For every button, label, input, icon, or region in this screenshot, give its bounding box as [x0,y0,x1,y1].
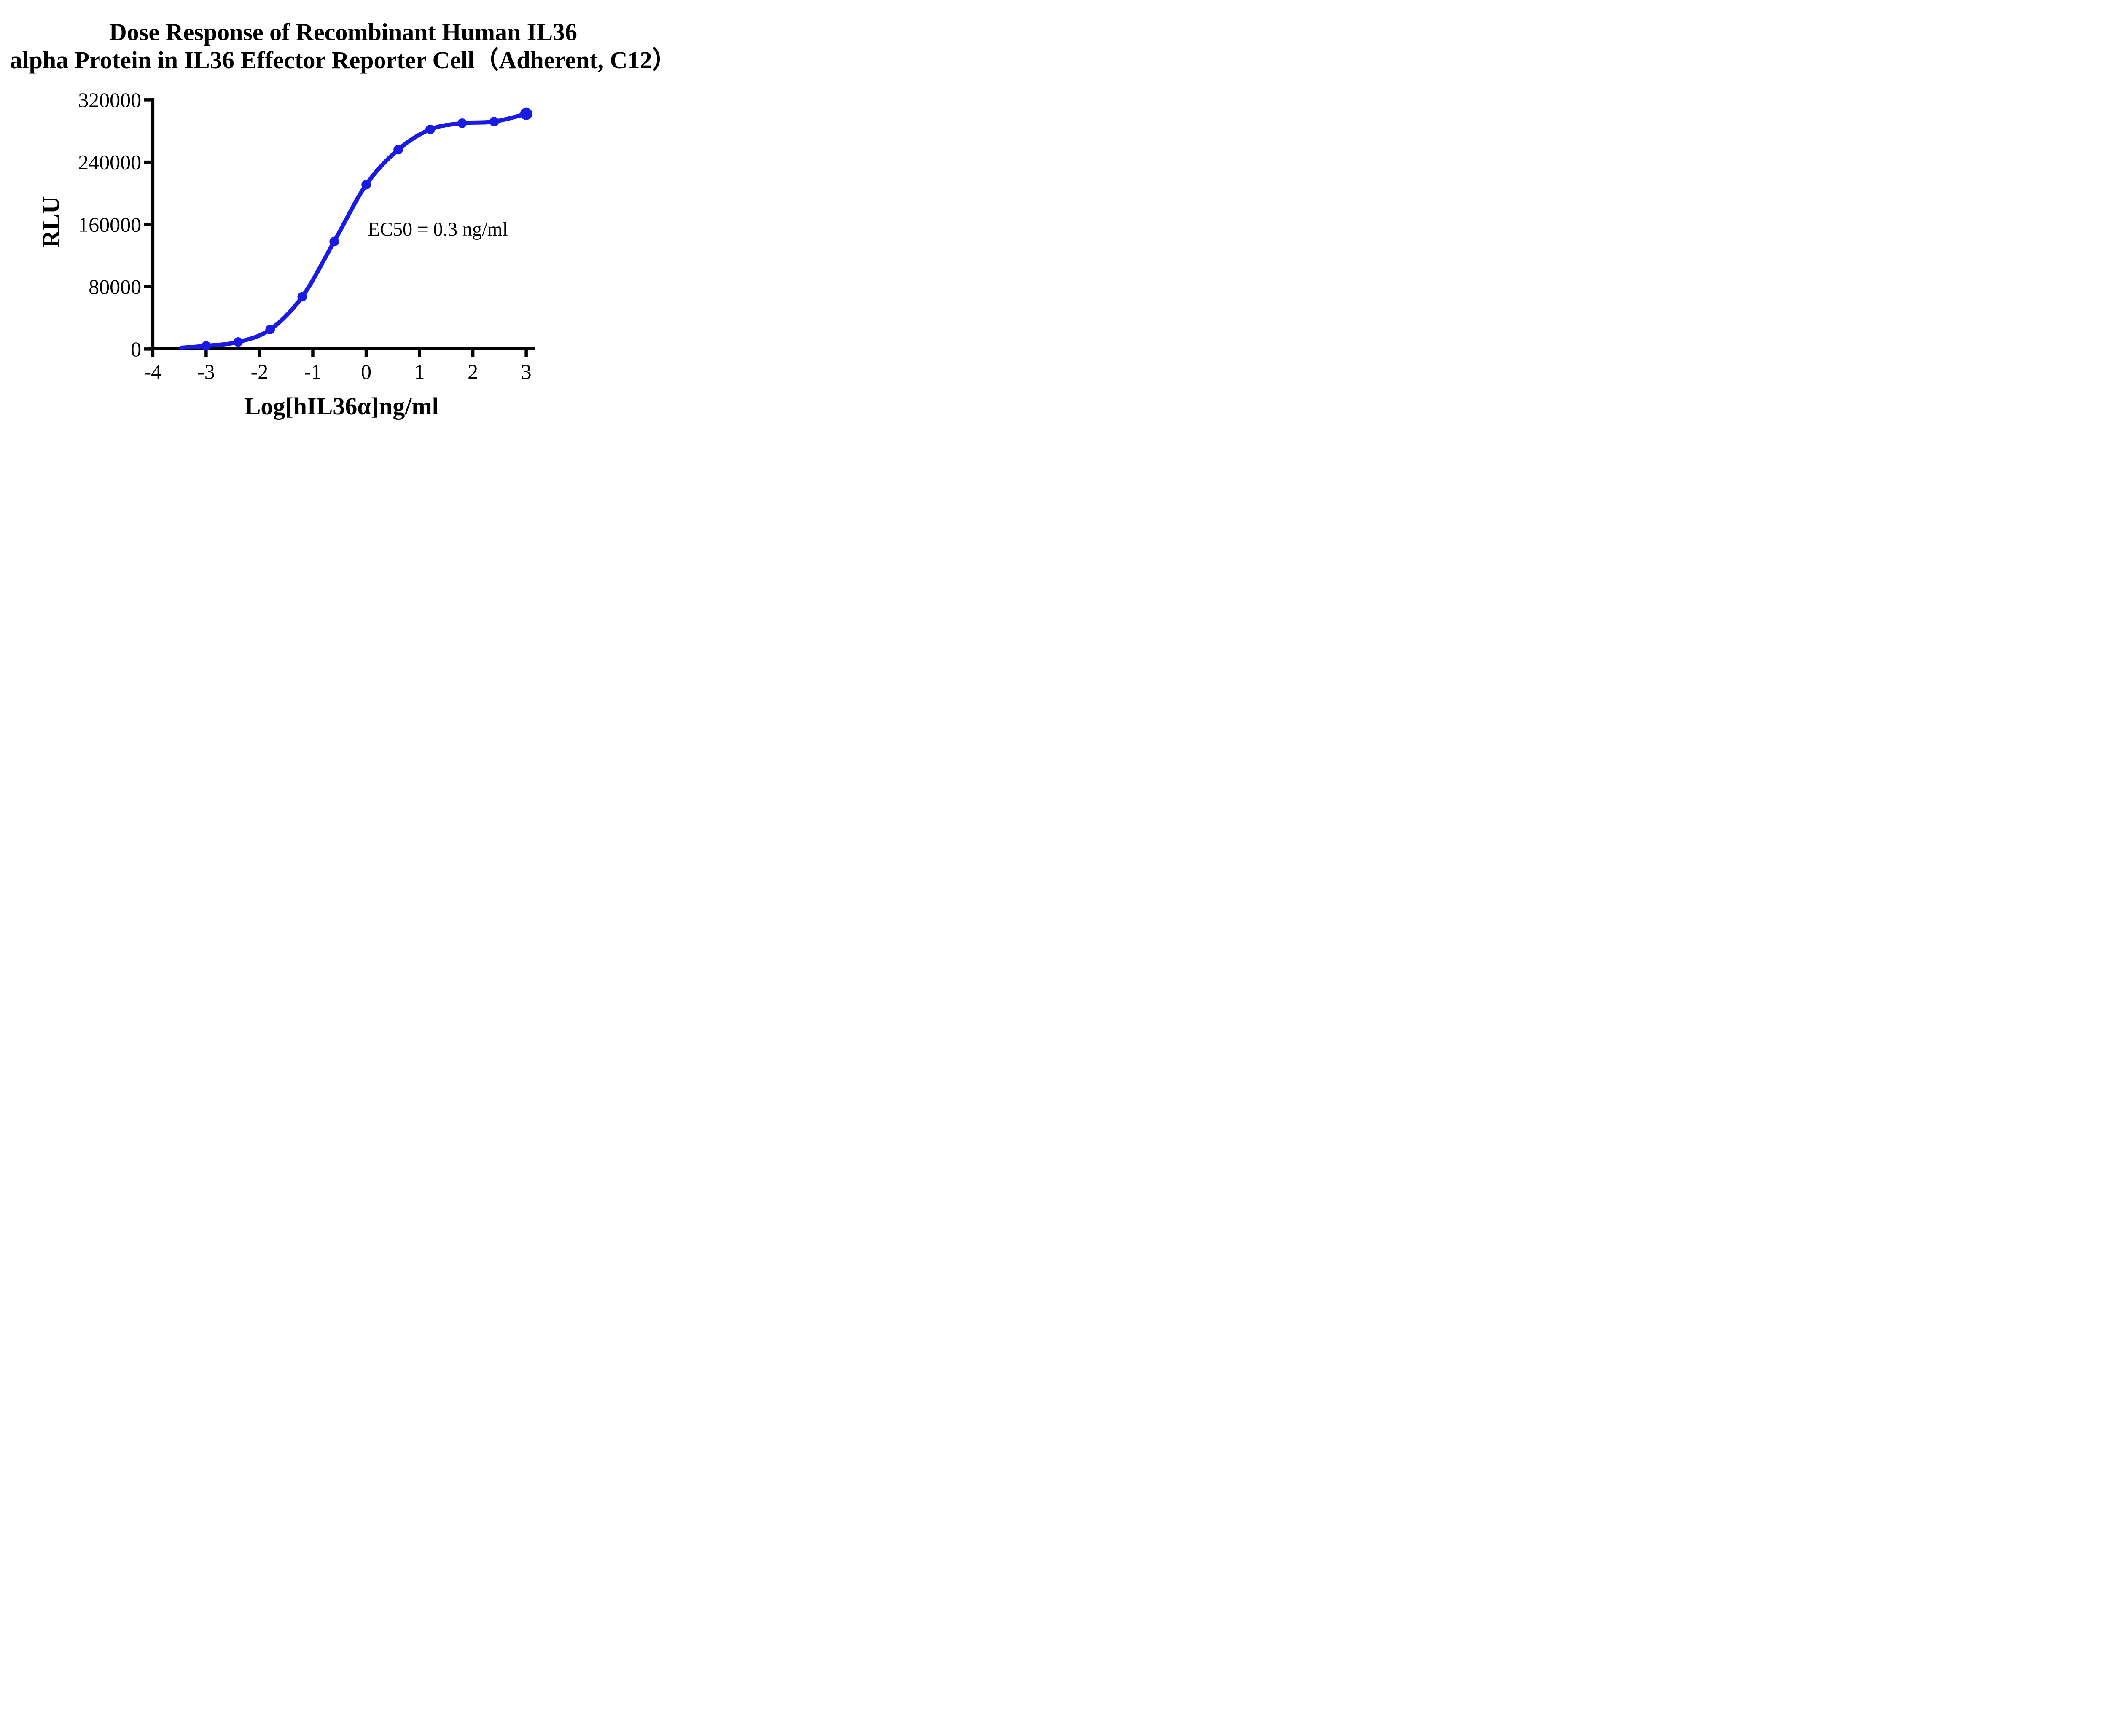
y-tick-label: 0 [131,337,141,361]
y-axis-label: RLU [37,196,65,247]
data-point [489,117,499,126]
ec50-annotation: EC50 = 0.3 ng/ml [368,219,508,240]
x-tick-label-group: -4 -3 -2 -1 0 1 2 3 [144,360,532,383]
series-layer [179,107,532,351]
data-point [520,107,532,120]
data-point [361,180,371,190]
data-point [201,341,211,351]
y-tick-label: 320000 [78,88,141,112]
x-tick-label: -2 [251,360,269,383]
x-tick-label: 3 [521,360,532,383]
x-tick-label: -1 [304,360,322,383]
x-axis-label: Log[hIL36α]ng/ml [245,392,439,420]
data-point [425,124,435,134]
chart-title-line1: Dose Response of Recombinant Human IL36 [109,19,577,46]
data-point [329,236,339,247]
data-point [457,118,467,128]
data-point [393,145,403,155]
y-tick-label: 80000 [89,275,141,298]
y-tick-label-group: 0 80000 160000 240000 320000 [78,88,141,361]
x-tick-label: 2 [468,360,478,383]
x-tick-label: 0 [361,360,371,383]
x-tick-label: -4 [144,360,162,383]
y-tick-label: 160000 [78,212,141,236]
x-tick-label: -3 [197,360,215,383]
y-tick-label: 240000 [78,150,141,174]
dose-response-chart: Dose Response of Recombinant Human IL36 … [10,19,677,420]
data-point [233,337,243,347]
dose-response-figure: Dose Response of Recombinant Human IL36 … [0,0,679,434]
data-point [265,325,275,334]
data-point [297,292,307,302]
y-tick-group [144,98,153,351]
chart-title-line2: alpha Protein in IL36 Effector Reporter … [10,46,677,74]
x-tick-label: 1 [414,360,425,383]
